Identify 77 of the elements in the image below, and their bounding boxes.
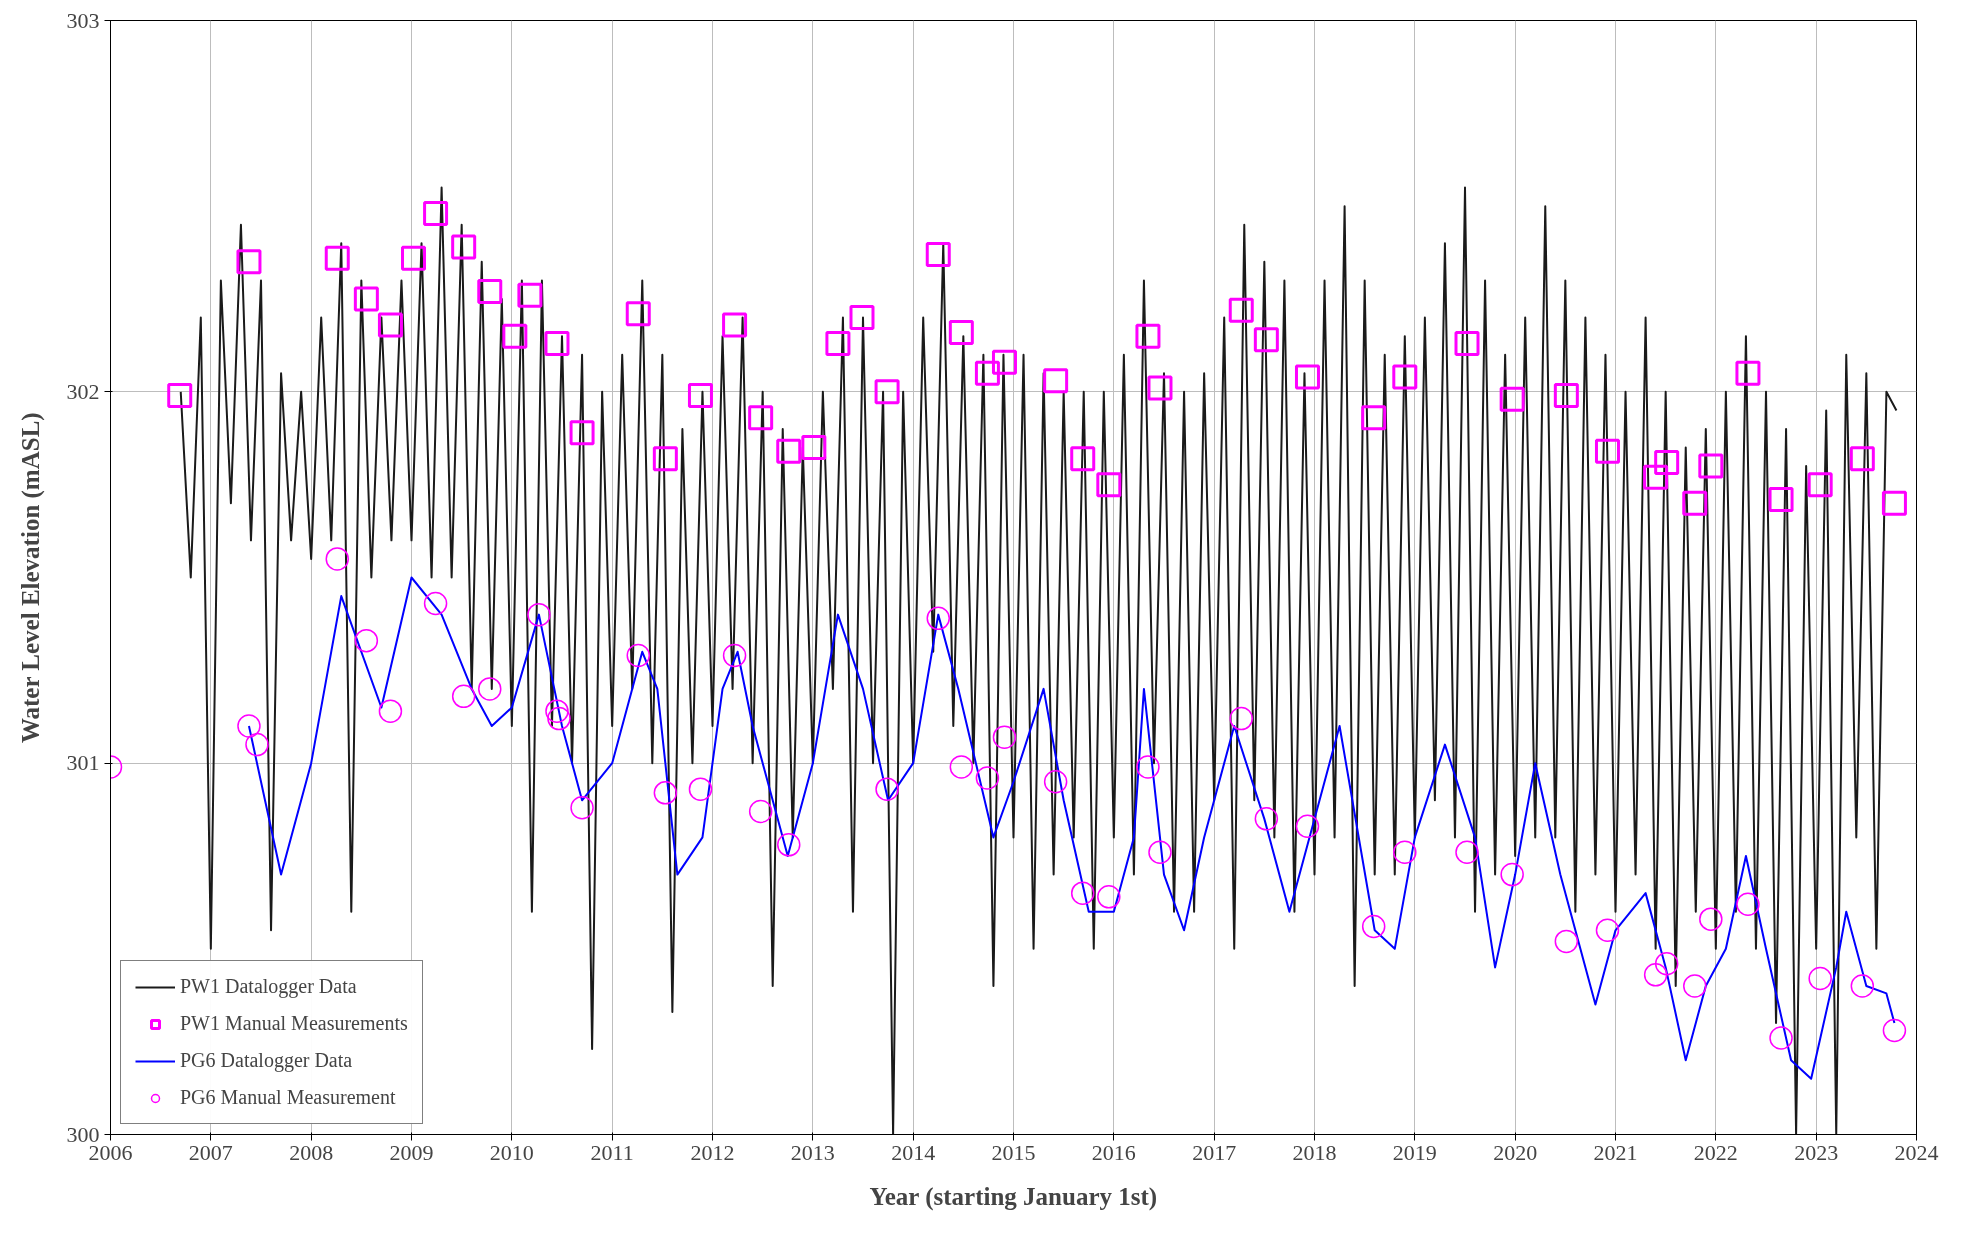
- point: [1849, 446, 1875, 472]
- point: [569, 420, 595, 446]
- point: [324, 245, 350, 271]
- x-tick-label: 2013: [790, 1139, 835, 1165]
- point: [687, 383, 713, 409]
- x-tick-label: 2008: [289, 1139, 334, 1165]
- point: [991, 349, 1017, 375]
- point: [1454, 331, 1480, 357]
- point: [925, 241, 951, 267]
- point: [1294, 364, 1320, 390]
- point: [1698, 453, 1724, 479]
- point: [948, 319, 974, 345]
- x-tick-label: 2017: [1192, 1139, 1237, 1165]
- point: [1147, 375, 1173, 401]
- point: [874, 379, 900, 405]
- legend-label: PG6 Datalogger Data: [180, 1049, 353, 1072]
- y-tick-label: 303: [66, 7, 100, 33]
- point: [167, 383, 193, 409]
- point: [1070, 446, 1096, 472]
- point: [544, 331, 570, 357]
- point: [849, 305, 875, 331]
- y-axis-title: Water Level Elevation (mASL): [16, 412, 45, 744]
- x-tick-label: 2009: [389, 1139, 434, 1165]
- point: [1553, 383, 1579, 409]
- point: [1807, 472, 1833, 498]
- y-tick-label: 301: [66, 750, 100, 776]
- point: [825, 331, 851, 357]
- point: [502, 323, 528, 349]
- legend-label: PW1 Manual Measurements: [180, 1012, 408, 1035]
- point: [1253, 327, 1279, 353]
- point: [1735, 360, 1761, 386]
- x-tick-label: 2012: [690, 1139, 735, 1165]
- point: [401, 245, 427, 271]
- point: [517, 282, 543, 308]
- point: [652, 446, 678, 472]
- x-tick-label: 2020: [1493, 1139, 1538, 1165]
- point: [1043, 368, 1069, 394]
- x-tick-label: 2021: [1593, 1139, 1638, 1165]
- x-tick-label: 2023: [1794, 1139, 1839, 1165]
- point: [1499, 386, 1525, 412]
- point: [776, 438, 802, 464]
- x-tick-label: 2019: [1392, 1139, 1437, 1165]
- x-tick-label: 2022: [1693, 1139, 1738, 1165]
- point: [1768, 487, 1794, 513]
- point: [1361, 405, 1387, 431]
- point: [1643, 464, 1669, 490]
- point: [1881, 490, 1907, 516]
- point: [1096, 472, 1122, 498]
- point: [1228, 297, 1254, 323]
- x-tick-label: 2024: [1894, 1139, 1939, 1165]
- point: [353, 286, 379, 312]
- point: [1135, 323, 1161, 349]
- x-axis-title: Year (starting January 1st): [869, 1182, 1158, 1211]
- legend-label: PW1 Datalogger Data: [180, 975, 357, 998]
- point: [377, 312, 403, 338]
- point: [801, 435, 827, 461]
- x-tick-label: 2018: [1292, 1139, 1337, 1165]
- point: [477, 279, 503, 305]
- x-tick-label: 2007: [188, 1139, 233, 1165]
- point: [1594, 438, 1620, 464]
- x-tick-label: 2010: [489, 1139, 534, 1165]
- legend-label: PG6 Manual Measurement: [180, 1086, 396, 1109]
- point: [625, 301, 651, 327]
- point: [451, 234, 477, 260]
- point: [1392, 364, 1418, 390]
- point: [423, 201, 449, 227]
- x-tick-label: 2014: [891, 1139, 936, 1165]
- x-tick-label: 2016: [1091, 1139, 1136, 1165]
- point: [236, 249, 262, 275]
- x-tick-label: 2015: [991, 1139, 1036, 1165]
- point: [974, 360, 1000, 386]
- point: [722, 312, 748, 338]
- y-tick-label: 302: [66, 378, 100, 404]
- point: [1682, 490, 1708, 516]
- point: [748, 405, 774, 431]
- point: [1654, 449, 1680, 475]
- x-tick-label: 2011: [590, 1139, 634, 1165]
